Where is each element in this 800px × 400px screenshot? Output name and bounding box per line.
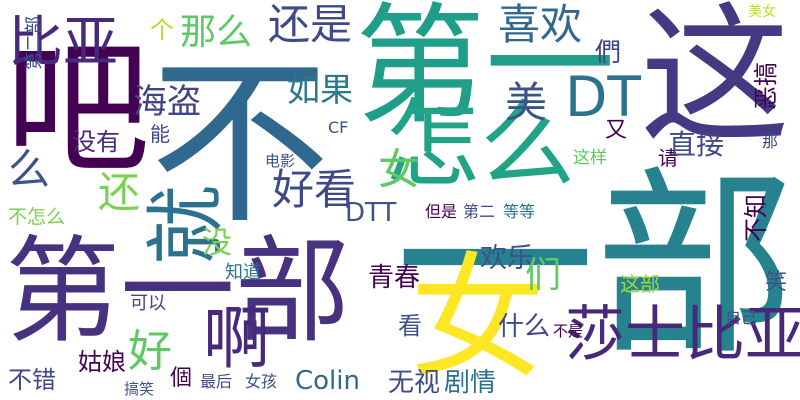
word: DT <box>565 65 641 129</box>
word: 么 <box>8 145 50 194</box>
word: 看 <box>398 312 422 340</box>
word: DTT <box>345 198 396 228</box>
word: 如果 <box>287 70 353 109</box>
word: 最后 <box>200 372 232 391</box>
word: 啊 <box>203 300 271 379</box>
word: 女 <box>378 145 420 194</box>
word: 这部 <box>620 272 660 296</box>
word: 恶搞 <box>752 62 780 110</box>
word: 第二 <box>463 202 495 221</box>
word: 第二部 <box>24 16 45 70</box>
word: 第一部 <box>5 225 350 359</box>
word: 电影 <box>265 152 295 170</box>
word: Colin <box>295 366 360 396</box>
word: 不错 <box>8 366 56 394</box>
word: 喜欢 <box>498 0 582 49</box>
word: 比亚 <box>8 10 118 74</box>
word: 没 <box>202 226 232 261</box>
word: 能 <box>150 122 170 146</box>
word: CF <box>328 118 348 137</box>
word: 请 <box>658 146 678 170</box>
word: 那么 <box>180 12 252 53</box>
word: 直接 <box>668 128 724 161</box>
word: 好 <box>128 326 172 377</box>
word: 又 <box>605 118 627 143</box>
word: 們 <box>595 38 621 68</box>
word: 剧情 <box>444 368 496 398</box>
word: 笑 <box>765 270 787 295</box>
word: 等等 <box>503 202 535 221</box>
word: 们 <box>525 255 561 296</box>
word: 知道 <box>225 262 261 283</box>
word: 不 <box>150 40 330 249</box>
word: 欢乐 <box>480 243 534 274</box>
word: 好看 <box>272 165 356 214</box>
word: 不是 <box>553 322 583 340</box>
word: 第一 <box>355 0 615 142</box>
word: 没有 <box>72 128 120 156</box>
word: 自己 <box>725 308 757 327</box>
word: 就 <box>140 185 233 265</box>
word: 一部 <box>395 150 795 383</box>
word: 美女 <box>748 3 776 20</box>
word: 不知 <box>742 194 770 242</box>
word: 这 <box>640 0 790 164</box>
word: 可以 <box>130 293 166 314</box>
word: 无视 <box>388 368 440 398</box>
word: 不怎么 <box>8 206 65 228</box>
word: 姑娘 <box>78 348 126 376</box>
word: 还 <box>98 168 140 217</box>
word: 个 <box>150 16 174 44</box>
word: 女 <box>410 240 545 397</box>
word: 什么 <box>498 312 550 342</box>
word: 但是 <box>425 202 457 221</box>
word: 青春 <box>368 263 420 293</box>
word: 搞笑 <box>124 380 154 398</box>
word: 还是 <box>268 0 352 49</box>
word: 这样 <box>573 148 607 168</box>
word: 吧 <box>5 25 150 194</box>
word: 莎士比亚 <box>565 300 800 370</box>
word: 個 <box>170 366 192 391</box>
word: 海盗 <box>133 82 201 122</box>
word: 那 <box>762 132 778 151</box>
word: 美 <box>505 78 547 127</box>
word: 怎么 <box>385 90 575 200</box>
word: 女孩 <box>245 372 277 391</box>
